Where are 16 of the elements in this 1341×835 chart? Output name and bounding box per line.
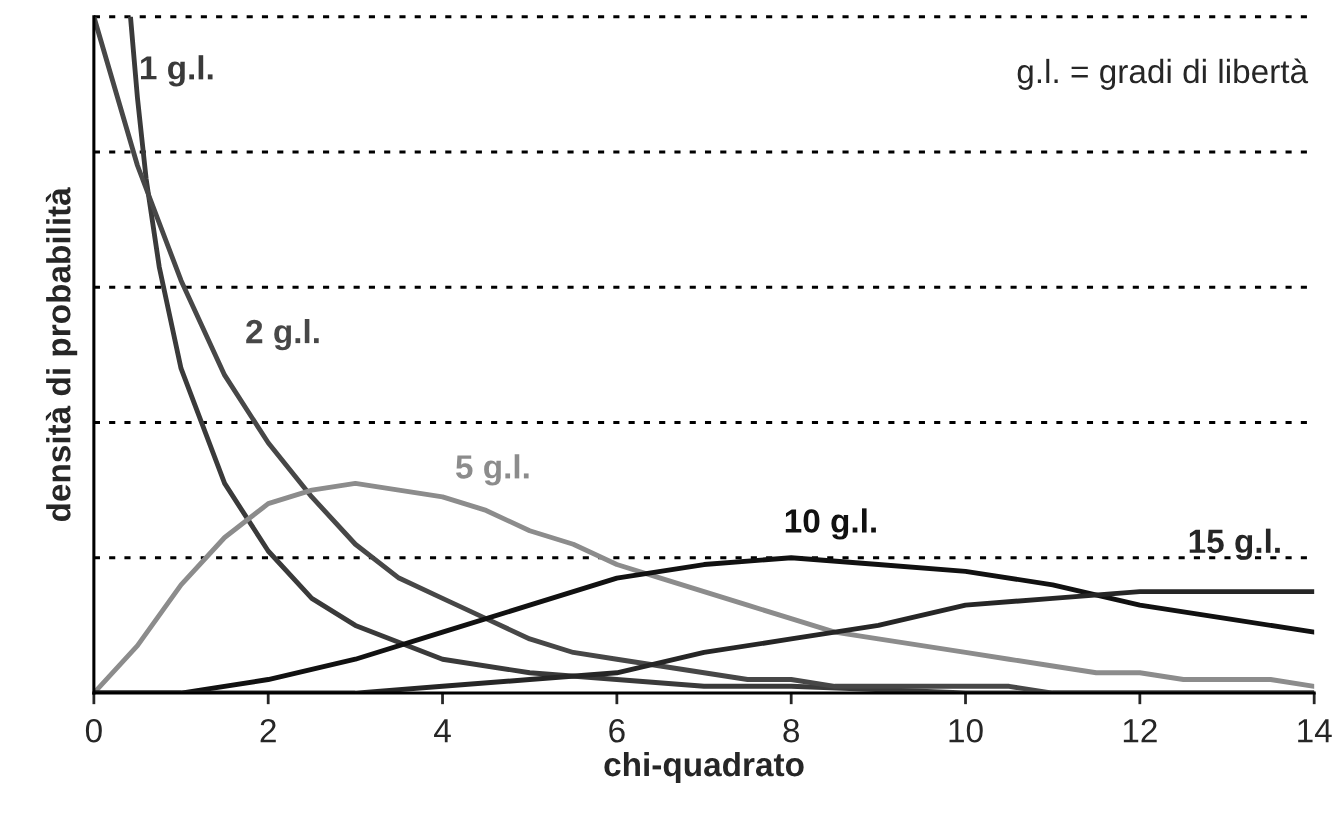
x-tick-label: 4 [434, 719, 451, 743]
x-tick-label: 10 [949, 718, 983, 743]
x-tick-label: 8 [783, 718, 800, 743]
x-axis-title: chi-quadrato [604, 751, 804, 783]
series-label: 2 g.l. [246, 318, 319, 351]
x-tick-label: 2 [260, 718, 276, 743]
x-tick-label: 0 [85, 718, 102, 743]
series-label: 10 g.l. [785, 508, 876, 540]
series-label: 15 g.l. [1189, 528, 1280, 560]
y-axis-title: densità di probabilità [45, 187, 78, 522]
series-label: 5 g.l. [455, 454, 529, 486]
x-tick-label: 12 [1123, 718, 1157, 743]
x-tick-label: 6 [609, 718, 625, 743]
series-label: 1 g.l. [140, 55, 213, 87]
x-tick-label: 14 [1298, 719, 1332, 743]
annotation: g.l. = gradi di libertà [1017, 58, 1309, 90]
